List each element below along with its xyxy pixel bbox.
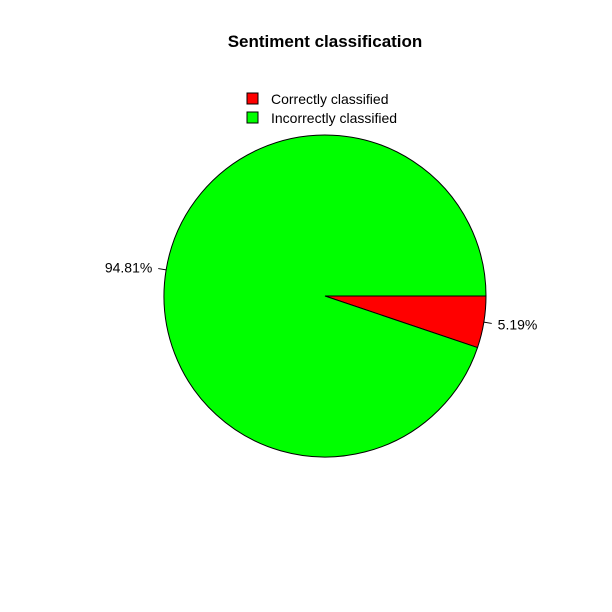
pie-labels: 5.19% 94.81%	[105, 260, 538, 333]
legend: Correctly classified Incorrectly classif…	[246, 91, 397, 126]
pie-slice-1	[163, 134, 487, 458]
legend-label-correct: Correctly classified	[271, 91, 388, 107]
pie-label-tick-1	[158, 268, 167, 271]
pie-label-tick-0	[483, 321, 492, 324]
legend-swatch-correct	[246, 92, 259, 105]
chart-title: Sentiment classification	[228, 32, 423, 51]
pie-slices	[163, 134, 487, 458]
legend-swatch-incorrect	[246, 111, 259, 124]
pie-slice-label-1: 94.81%	[105, 260, 152, 276]
pie-slice-label-0: 5.19%	[498, 316, 538, 332]
legend-label-incorrect: Incorrectly classified	[271, 110, 397, 126]
